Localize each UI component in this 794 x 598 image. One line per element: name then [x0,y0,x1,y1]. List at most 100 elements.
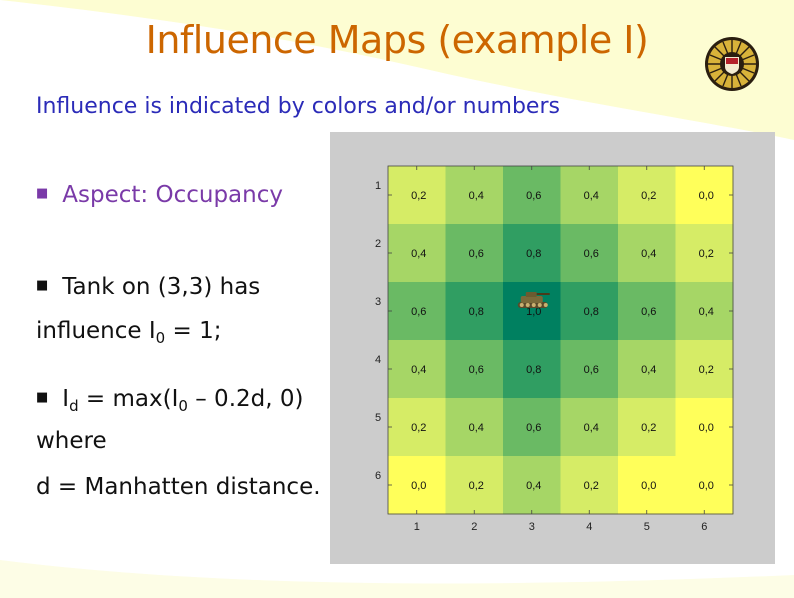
cell-value-label: 0,8 [526,364,541,376]
heatmap-cell [675,282,734,341]
heatmap-cell [560,224,619,283]
cell-value-label: 0,6 [526,190,541,202]
cell-value-label: 1,0 [526,306,541,318]
cell-value-label: 0,4 [526,480,541,492]
cell-value-label: 0,6 [526,422,541,434]
heatmap-cell [388,456,446,515]
university-seal-icon [705,37,759,91]
y-tick-label: 4 [375,354,381,366]
cell-value-label: 0,2 [411,422,426,434]
heatmap-cell [675,456,734,515]
cell-value-label: 0,6 [641,306,656,318]
cell-value-label: 0,4 [584,190,599,202]
tank-line-1: ■ Tank on (3,3) has [36,274,261,300]
cell-value-label: 0,0 [699,480,714,492]
heatmap-cell [503,340,561,399]
aspect-text: Aspect: Occupancy [62,182,283,208]
x-tick-label: 3 [529,521,535,533]
heatmap-cell [560,398,619,457]
cell-value-label: 0,0 [699,422,714,434]
heatmap-cell [503,398,561,457]
heatmap-cell [388,166,446,225]
heatmap-cell [675,398,734,457]
heatmap-cell [560,456,619,515]
heatmap-cell [445,224,504,283]
formula-line: ■ Id = max(I0 – 0.2d, 0) [36,386,304,415]
x-tick-label: 6 [701,521,707,533]
cell-value-label: 0,4 [584,422,599,434]
cell-value-label: 0,4 [469,422,484,434]
heatmap-cell [445,456,504,515]
x-tick-label: 2 [471,521,477,533]
heatmap-cell [560,340,619,399]
y-tick-label: 2 [375,238,381,250]
heatmap-cell [618,340,676,399]
cell-value-label: 0,0 [699,190,714,202]
axes-box [387,165,734,515]
cell-value-label: 0,4 [641,364,656,376]
cell-value-label: 0,0 [641,480,656,492]
heatmap-cell [503,456,561,515]
cell-value-label: 0,6 [411,306,426,318]
cell-value-label: 0,2 [411,190,426,202]
y-tick-label: 6 [375,470,381,482]
cell-value-label: 0,4 [411,248,426,260]
heatmap-cell [618,282,676,341]
cell-value-label: 0,0 [411,480,426,492]
heatmap-cell [445,282,504,341]
y-tick-label: 1 [375,180,381,192]
heatmap-cell [445,166,504,225]
cell-value-label: 0,6 [584,248,599,260]
heatmap-cell [503,224,561,283]
x-tick-label: 5 [644,521,650,533]
x-tick-label: 4 [586,521,592,533]
bullet-aspect: ■ Aspect: Occupancy [36,182,283,208]
heatmap-cell [618,398,676,457]
heatmap-cell [388,282,446,341]
background-swoosh [0,0,794,140]
cell-value-label: 0,8 [469,306,484,318]
heatmap-cell [675,340,734,399]
cell-value-label: 0,8 [584,306,599,318]
heatmap-cell [618,224,676,283]
cell-value-label: 0,4 [641,248,656,260]
x-tick-label: 1 [414,521,420,533]
slide-title: Influence Maps (example I) [145,18,649,62]
heatmap-cell [388,224,446,283]
slide-subtitle: Influence is indicated by colors and/or … [36,94,560,119]
heatmap-cell [560,166,619,225]
heatmap-cell [503,166,561,225]
y-tick-label: 5 [375,412,381,424]
bullet-marker: ■ [36,278,49,293]
where-line: where [36,428,107,454]
cell-value-label: 0,4 [469,190,484,202]
cell-value-label: 0,2 [641,422,656,434]
heatmap-cell [388,340,446,399]
cell-value-label: 0,6 [469,364,484,376]
influence-heatmap: 0,2 0,4 0,6 0,4 0,2 0,0 0,4 0,6 0,8 0,6 0,4 0,2 0,6 0… [375,165,734,533]
cell-value-label: 0,8 [526,248,541,260]
cell-value-label: 0,2 [584,480,599,492]
heatmap-cell [675,224,734,283]
cell-value-label: 0,2 [699,248,714,260]
cell-value-label: 0,4 [699,306,714,318]
cell-value-label: 0,2 [469,480,484,492]
background-swoosh-bottom [0,560,794,598]
cell-value-label: 0,2 [641,190,656,202]
cell-value-label: 0,2 [699,364,714,376]
heatmap-cell [618,456,676,515]
cell-value-label: 0,4 [411,364,426,376]
bullet-marker: ■ [36,186,49,201]
heatmap-cell [560,282,619,341]
y-tick-label: 3 [375,296,381,308]
bullet-marker: ■ [36,390,49,405]
heatmap-cell [388,398,446,457]
heatmap-cell [445,398,504,457]
heatmap-cell [618,166,676,225]
heatmap-cell [675,166,734,225]
distance-line: d = Manhatten distance. [36,474,321,500]
tank-icon [517,292,550,308]
cell-value-label: 0,6 [469,248,484,260]
cell-value-label: 0,6 [584,364,599,376]
